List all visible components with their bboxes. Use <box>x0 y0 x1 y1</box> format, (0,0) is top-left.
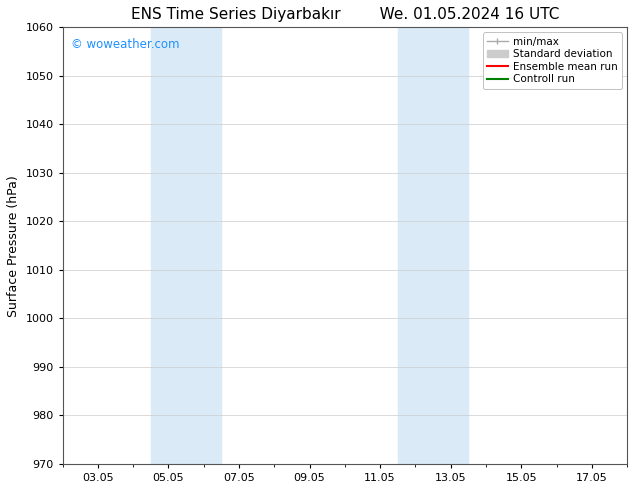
Bar <box>398 27 469 464</box>
Y-axis label: Surface Pressure (hPa): Surface Pressure (hPa) <box>7 175 20 317</box>
Legend: min/max, Standard deviation, Ensemble mean run, Controll run: min/max, Standard deviation, Ensemble me… <box>482 32 622 89</box>
Title: ENS Time Series Diyarbakır        We. 01.05.2024 16 UTC: ENS Time Series Diyarbakır We. 01.05.202… <box>131 7 559 22</box>
Bar <box>151 27 221 464</box>
Text: © woweather.com: © woweather.com <box>71 38 179 51</box>
